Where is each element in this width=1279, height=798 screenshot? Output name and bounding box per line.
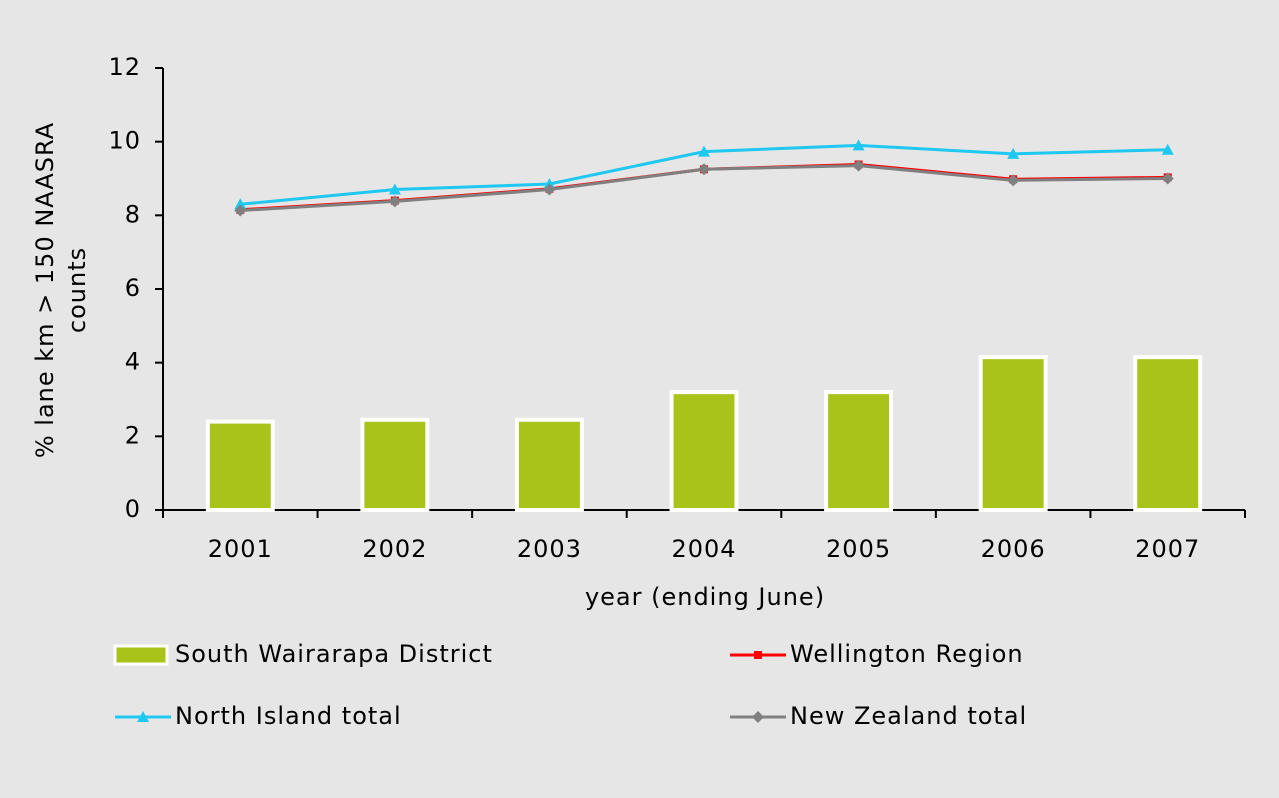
- marker: [234, 204, 247, 217]
- bar: [360, 417, 430, 512]
- y-tick-label: 4: [125, 348, 141, 376]
- legend-label: New Zealand total: [790, 702, 1027, 730]
- legend-label: North Island total: [175, 702, 402, 730]
- bar: [824, 390, 894, 512]
- marker: [1161, 143, 1174, 155]
- y-tick-label: 2: [125, 421, 141, 449]
- bar: [205, 419, 275, 513]
- x-tick-label: 2005: [826, 535, 891, 563]
- x-tick-label: 2002: [362, 535, 427, 563]
- y-tick-label: 0: [125, 495, 141, 523]
- x-tick-label: 2001: [208, 535, 273, 563]
- y-axis-label-line: % lane km > 150 NAASRA: [31, 122, 59, 458]
- legend-marker: [754, 651, 762, 659]
- x-tick-label: 2004: [671, 535, 736, 563]
- marker: [543, 183, 556, 196]
- y-tick-label: 12: [108, 53, 141, 81]
- bar: [1133, 355, 1203, 512]
- y-tick-label: 10: [108, 127, 141, 155]
- y-axis-label-line: counts: [63, 247, 91, 333]
- y-tick-label: 6: [125, 274, 141, 302]
- marker: [698, 145, 710, 157]
- x-tick-label: 2003: [517, 535, 582, 563]
- marker: [698, 163, 710, 176]
- bar: [669, 390, 739, 512]
- marker: [388, 195, 401, 208]
- marker: [1161, 172, 1174, 185]
- x-tick-label: 2006: [981, 535, 1046, 563]
- x-axis-label: year (ending June): [585, 583, 825, 611]
- marker: [1007, 147, 1020, 159]
- legend-label: Wellington Region: [790, 640, 1024, 668]
- legend-swatch: [113, 644, 169, 666]
- marker: [852, 139, 865, 151]
- y-tick-label: 8: [125, 200, 141, 228]
- marker: [388, 183, 401, 195]
- legend-label: South Wairarapa District: [175, 640, 493, 668]
- y-axis-label: % lane km > 150 NAASRA counts: [31, 122, 91, 458]
- marker: [543, 178, 556, 190]
- marker: [1007, 174, 1020, 187]
- legend-marker: [137, 711, 149, 722]
- bar: [514, 417, 584, 512]
- marker: [852, 159, 865, 172]
- marker: [234, 198, 247, 210]
- bar: [978, 355, 1048, 512]
- x-tick-label: 2007: [1135, 535, 1200, 563]
- legend-marker: [752, 711, 764, 723]
